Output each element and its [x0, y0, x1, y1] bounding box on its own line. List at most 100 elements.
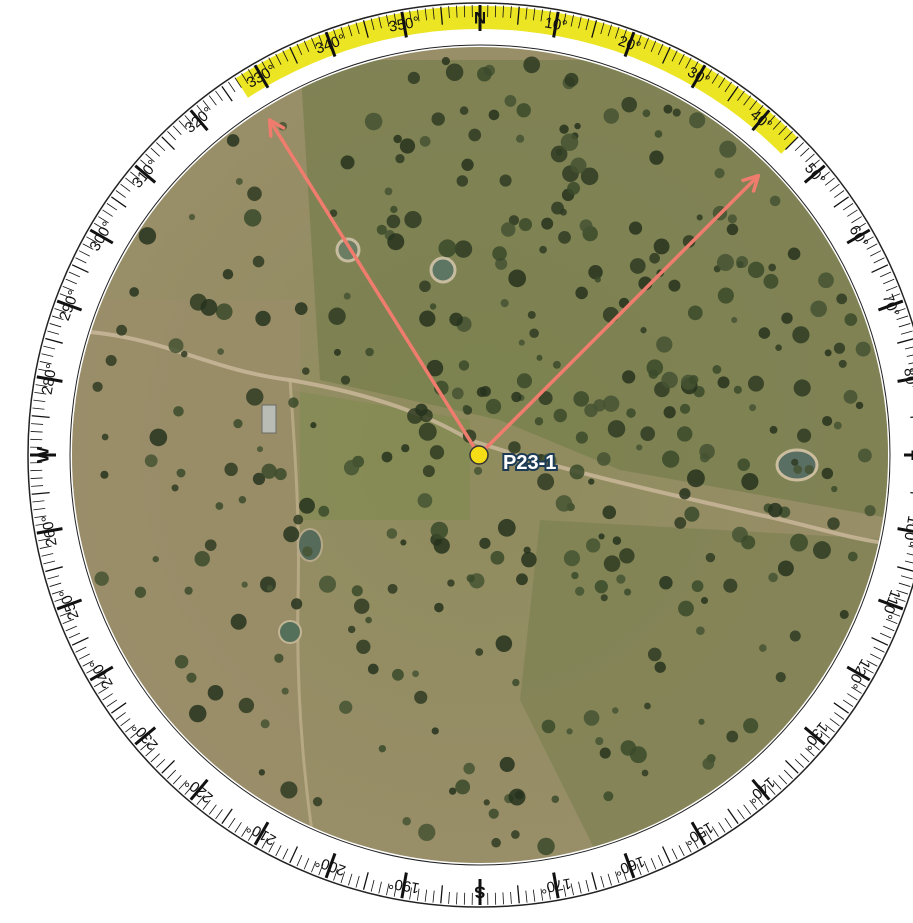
tree — [231, 614, 247, 630]
tree — [402, 817, 410, 825]
tree — [215, 502, 223, 510]
tree — [449, 313, 463, 327]
tree — [603, 108, 619, 124]
tree — [601, 594, 608, 601]
tree — [603, 307, 619, 323]
tree — [768, 264, 776, 272]
tree — [401, 444, 409, 452]
tree — [536, 355, 542, 361]
tree — [728, 214, 737, 223]
tree — [586, 538, 600, 552]
tree — [684, 507, 699, 522]
farm-dam — [298, 529, 322, 561]
tree — [600, 747, 611, 758]
tree — [564, 73, 578, 87]
tree — [706, 553, 715, 562]
tree — [280, 781, 297, 798]
tree — [566, 728, 572, 734]
tree — [379, 745, 386, 752]
tree — [551, 202, 564, 215]
tree — [387, 233, 404, 250]
tree — [822, 416, 832, 426]
tree — [244, 209, 261, 226]
tree — [719, 141, 736, 158]
tree — [674, 517, 686, 529]
site-marker[interactable] — [470, 446, 488, 464]
tree — [781, 313, 792, 324]
tree — [834, 422, 842, 430]
tree — [434, 603, 444, 613]
cardinal-west: W — [34, 446, 53, 463]
tree — [446, 63, 463, 80]
tree — [208, 685, 224, 701]
tree — [344, 460, 359, 475]
tree — [352, 585, 363, 596]
tree — [541, 218, 553, 230]
tree — [365, 348, 374, 357]
tree — [659, 576, 672, 589]
tree — [274, 654, 283, 663]
tree — [677, 426, 692, 441]
tree — [629, 221, 642, 234]
tree — [283, 526, 299, 542]
tree — [418, 493, 433, 508]
tree — [368, 664, 379, 675]
tree — [770, 426, 778, 434]
tree — [619, 548, 634, 563]
tree — [365, 113, 383, 131]
tree — [794, 379, 811, 396]
tree — [390, 206, 397, 213]
tree — [602, 506, 616, 520]
tree — [790, 631, 801, 642]
tree — [242, 582, 248, 588]
tree — [348, 626, 355, 633]
tree — [679, 488, 690, 499]
tree — [255, 311, 270, 326]
tree — [553, 361, 561, 369]
tree — [365, 617, 372, 624]
tree — [656, 336, 672, 352]
tree — [571, 157, 587, 173]
tree — [504, 95, 516, 107]
tree — [630, 746, 647, 763]
tree — [775, 344, 782, 351]
tree — [227, 134, 240, 147]
tree — [737, 458, 750, 471]
tree — [648, 648, 662, 662]
tree — [844, 390, 858, 404]
tree — [856, 342, 871, 357]
tree — [574, 123, 580, 129]
cardinal-south: S — [474, 883, 485, 902]
tree — [689, 112, 705, 128]
tree — [519, 340, 525, 346]
tree — [649, 369, 659, 379]
tree — [778, 560, 794, 576]
tree — [261, 719, 270, 728]
tree — [698, 719, 704, 725]
tree — [748, 262, 764, 278]
tree — [640, 327, 646, 333]
tree — [501, 222, 515, 236]
tree — [858, 449, 872, 463]
tree — [460, 106, 469, 115]
tree — [491, 838, 501, 848]
tree — [447, 579, 454, 586]
tree — [430, 445, 444, 459]
tree — [834, 343, 845, 354]
tree — [189, 705, 206, 722]
tree — [400, 539, 406, 545]
tree — [419, 423, 437, 441]
tree — [511, 830, 520, 839]
tree — [430, 303, 436, 309]
tree — [736, 261, 743, 268]
tree — [173, 406, 184, 417]
tree — [184, 587, 192, 595]
tree — [467, 574, 475, 582]
farm-shed — [262, 405, 276, 433]
tree — [743, 718, 758, 733]
tree — [512, 679, 519, 686]
tree — [573, 391, 589, 407]
tree — [537, 838, 554, 855]
tree — [768, 573, 778, 583]
tree — [626, 408, 636, 418]
